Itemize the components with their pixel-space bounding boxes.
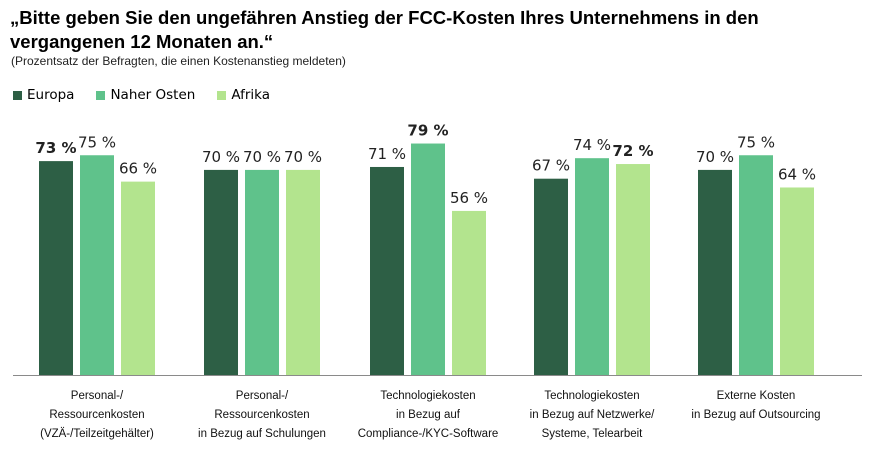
bar-naher-osten-4	[739, 155, 773, 375]
legend-item-naher-osten: Naher Osten	[96, 87, 195, 103]
chart-title-line-2: vergangenen 12 Monaten an.“	[10, 31, 274, 52]
legend-item-europa: Europa	[13, 87, 74, 103]
bar-naher-osten-1	[245, 169, 279, 375]
value-label-europa-0: 73 %	[35, 139, 76, 157]
bar-afrika-3	[616, 164, 650, 375]
bar-europa-4	[698, 169, 732, 375]
category-label-1-line-0: Personal-/	[236, 390, 289, 402]
category-label-2-line-0: Technologiekosten	[380, 390, 475, 402]
bar-naher-osten-3	[575, 158, 609, 375]
category-label-1-line-2: in Bezug auf Schulungen	[198, 428, 326, 440]
value-label-afrika-4: 64 %	[778, 165, 816, 183]
value-label-naher-osten-4: 75 %	[737, 133, 775, 151]
value-label-afrika-2: 56 %	[450, 189, 488, 207]
category-label-4-line-1: in Bezug auf Outsourcing	[691, 409, 820, 421]
value-label-afrika-0: 66 %	[119, 160, 157, 178]
bar-europa-1	[204, 169, 238, 375]
bar-afrika-1	[286, 169, 320, 375]
legend-item-afrika: Afrika	[217, 87, 270, 103]
value-label-afrika-3: 72 %	[612, 142, 653, 160]
category-label-2-line-1: in Bezug auf	[396, 409, 461, 421]
bar-europa-0	[39, 161, 73, 375]
bar-europa-3	[534, 178, 568, 375]
value-label-europa-4: 70 %	[696, 148, 734, 166]
bar-afrika-0	[121, 181, 155, 375]
value-label-naher-osten-3: 74 %	[573, 136, 611, 154]
value-label-europa-3: 67 %	[532, 157, 570, 175]
legend: Europa Naher Osten Afrika	[13, 87, 270, 103]
category-label-1-line-1: Ressourcenkosten	[214, 409, 309, 421]
category-label-3-line-2: Systeme, Telearbeit	[542, 428, 644, 440]
bar-naher-osten-0	[80, 155, 114, 375]
chart-title: „Bitte geben Sie den ungefähren Anstieg …	[10, 6, 860, 54]
legend-swatch-europa	[13, 90, 22, 100]
value-label-europa-1: 70 %	[202, 148, 240, 166]
value-label-europa-2: 71 %	[368, 145, 406, 163]
bar-afrika-4	[780, 187, 814, 375]
category-label-0-line-0: Personal-/	[71, 390, 124, 402]
value-label-naher-osten-0: 75 %	[78, 133, 116, 151]
category-label-0-line-2: (VZÄ-/Teilzeitgehälter)	[40, 428, 154, 440]
bar-afrika-2	[452, 210, 486, 375]
bar-naher-osten-2	[411, 143, 445, 375]
legend-label-europa: Europa	[27, 87, 75, 103]
category-label-3-line-1: in Bezug auf Netzwerke/	[530, 409, 655, 421]
chart-subtitle: (Prozentsatz der Befragten, die einen Ko…	[11, 54, 346, 68]
category-label-2-line-2: Compliance-/KYC-Software	[358, 428, 499, 440]
legend-label-naher-osten: Naher Osten	[110, 87, 196, 103]
category-label-0-line-1: Ressourcenkosten	[49, 409, 144, 421]
chart-title-line-1: „Bitte geben Sie den ungefähren Anstieg …	[10, 7, 759, 28]
value-label-afrika-1: 70 %	[284, 148, 322, 166]
value-label-naher-osten-2: 79 %	[407, 122, 448, 140]
bar-europa-2	[370, 166, 404, 375]
value-label-naher-osten-1: 70 %	[243, 148, 281, 166]
category-label-4-line-0: Externe Kosten	[717, 390, 796, 402]
legend-swatch-naher-osten	[96, 90, 106, 100]
legend-swatch-afrika	[217, 90, 227, 100]
category-label-3-line-0: Technologiekosten	[544, 390, 639, 402]
legend-label-afrika: Afrika	[231, 87, 271, 103]
